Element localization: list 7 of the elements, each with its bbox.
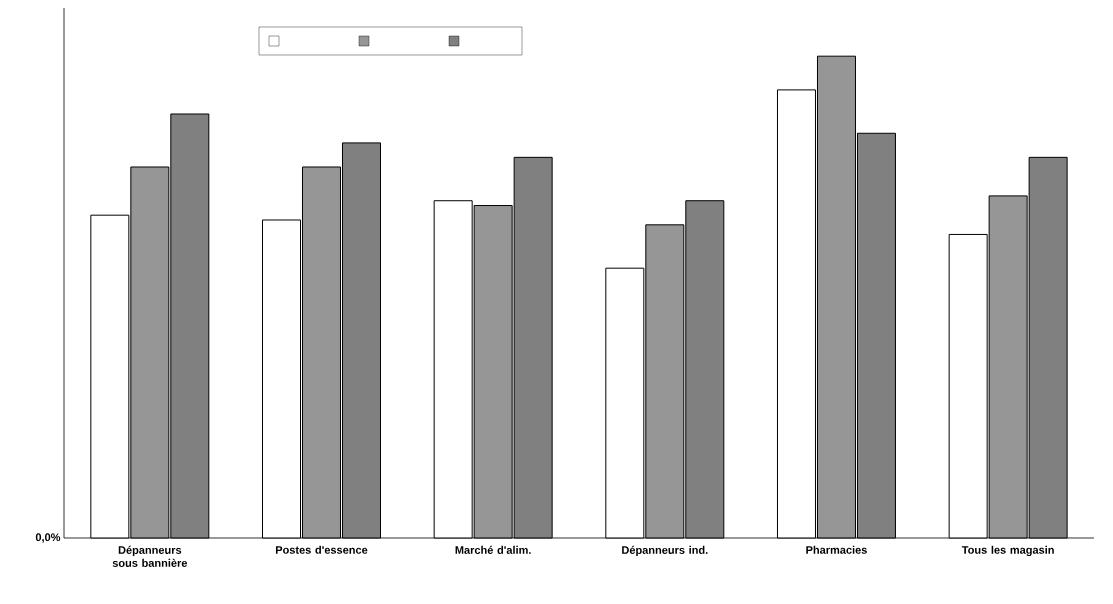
x-tick-label: Dépanneurs sous bannière	[112, 545, 188, 567]
x-tick-label: Marché d'alim.	[455, 545, 531, 554]
x-tick-label: Postes d'essence	[275, 545, 368, 554]
x-tick-label: Dépanneurs ind.	[622, 545, 708, 557]
text: 0,0%	[35, 533, 61, 543]
x-tick-label: Tous les magasin	[961, 545, 1054, 557]
x-tick-label: Pharmacies	[806, 545, 867, 554]
